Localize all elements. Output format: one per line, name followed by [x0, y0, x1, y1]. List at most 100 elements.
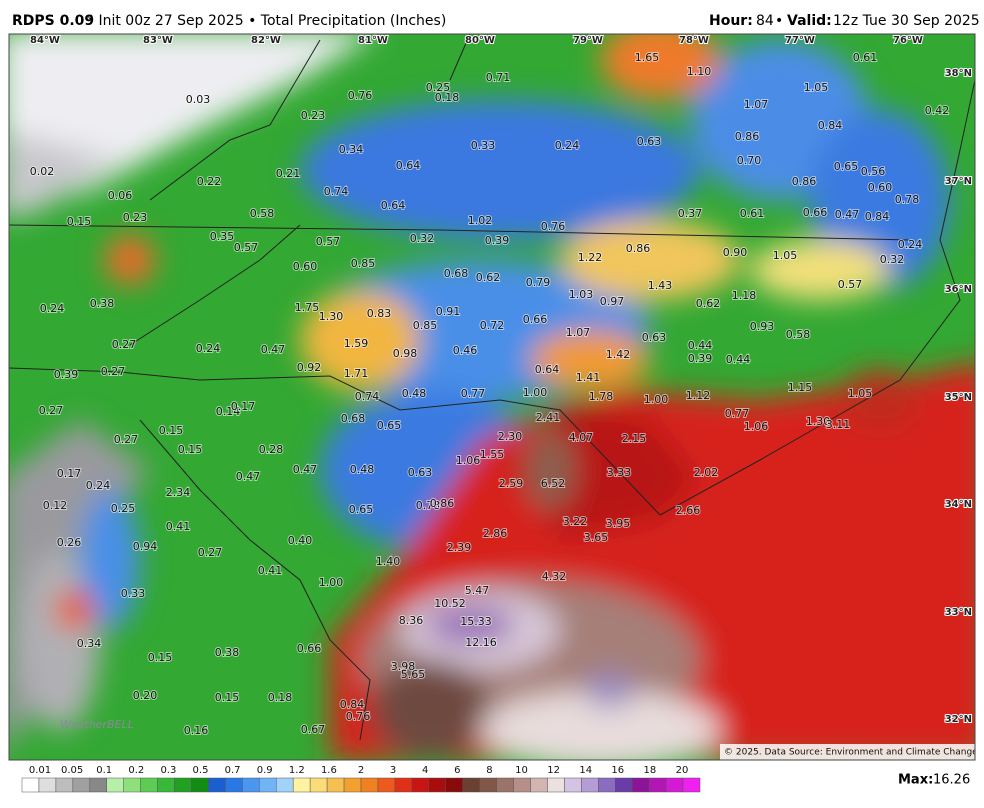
point-value: 0.62 [476, 271, 501, 284]
point-value: 0.24 [86, 479, 111, 492]
point-value: 0.48 [402, 387, 427, 400]
copyright-bg [720, 744, 975, 760]
point-value: 0.26 [57, 536, 82, 549]
point-value: 1.03 [569, 288, 594, 301]
hour-label: Hour: [709, 13, 753, 29]
point-value: 0.90 [723, 246, 748, 259]
point-value: 0.48 [350, 463, 375, 476]
point-value: 0.67 [301, 723, 326, 736]
point-value: 1.30 [319, 310, 344, 323]
lon-label: 78°W [679, 35, 709, 46]
point-value: 0.18 [268, 691, 293, 704]
point-value: 3.11 [826, 418, 851, 431]
point-value: 1.42 [606, 348, 631, 361]
colorbar-label: 0.3 [160, 765, 176, 776]
point-value: 4.07 [569, 431, 594, 444]
point-value: 0.27 [101, 365, 126, 378]
point-value: 0.14 [216, 405, 241, 418]
point-value: 0.64 [535, 363, 560, 376]
colorbar-label: 1.6 [321, 765, 337, 776]
point-value: 1.00 [644, 393, 669, 406]
point-value: 0.58 [786, 328, 811, 341]
point-value: 1.22 [578, 251, 603, 264]
point-value: 0.27 [39, 404, 64, 417]
lat-label: 36°N [945, 284, 972, 295]
point-value: 0.66 [297, 642, 322, 655]
point-value: 0.78 [416, 499, 441, 512]
point-value: 3.65 [584, 531, 609, 544]
lon-label: 79°W [573, 35, 603, 46]
point-value: 0.34 [339, 143, 364, 156]
point-value: 0.66 [803, 206, 828, 219]
colorbar-label: 2 [358, 765, 364, 776]
point-value: 1.07 [566, 326, 591, 339]
point-value: 1.05 [848, 387, 873, 400]
point-value: 0.47 [293, 463, 318, 476]
point-value: 3.22 [563, 515, 588, 528]
point-value: 0.60 [868, 181, 893, 194]
point-value: 2.59 [499, 477, 524, 490]
lon-label: 80°W [465, 35, 495, 46]
point-value: 0.85 [413, 319, 438, 332]
point-value: 1.12 [686, 389, 711, 402]
point-value: 0.70 [737, 154, 762, 167]
colorbar-swatch [496, 777, 514, 793]
colorbar-swatch [191, 777, 209, 793]
lat-label: 37°N [945, 176, 972, 187]
point-value: 0.33 [471, 139, 496, 152]
colorbar-swatch [259, 777, 277, 793]
point-value: 0.79 [526, 276, 551, 289]
point-value: 0.15 [159, 424, 184, 437]
point-value: 1.59 [344, 337, 369, 350]
colorbar-label: 1.2 [289, 765, 305, 776]
point-value: 0.16 [184, 724, 209, 737]
colorbar-label: 16 [611, 765, 624, 776]
point-value: 0.15 [148, 651, 173, 664]
point-value: 1.78 [589, 390, 614, 403]
point-value: 0.37 [678, 207, 703, 220]
point-value: 0.77 [461, 387, 486, 400]
lat-label: 34°N [945, 499, 972, 510]
point-value: 0.41 [166, 520, 191, 533]
point-value: 0.84 [865, 210, 890, 223]
point-value: 0.27 [114, 433, 139, 446]
point-value: 6.52 [541, 477, 566, 490]
point-value: 0.63 [408, 466, 433, 479]
point-value: 2.15 [622, 432, 647, 445]
lon-label: 81°W [358, 35, 388, 46]
colorbar-swatch [513, 777, 531, 793]
point-value: 0.72 [480, 319, 505, 332]
lat-label: 32°N [945, 714, 972, 725]
point-value: 2.02 [694, 466, 719, 479]
point-value: 5.65 [401, 668, 426, 681]
point-value: 2.86 [483, 527, 508, 540]
point-value: 0.24 [40, 302, 65, 315]
colorbar-label: 14 [579, 765, 592, 776]
point-value: 5.47 [465, 584, 490, 597]
lon-label: 82°W [251, 35, 281, 46]
point-value: 1.15 [788, 381, 813, 394]
colorbar-swatch [343, 777, 362, 793]
point-value: 0.97 [600, 295, 625, 308]
colorbar-label: 0.01 [29, 765, 51, 776]
point-value: 0.17 [231, 400, 256, 413]
colorbar-label: 10 [515, 765, 528, 776]
point-value: 0.15 [178, 443, 203, 456]
point-value: 0.60 [293, 260, 318, 273]
colorbar-label: 0.7 [225, 765, 241, 776]
point-value: 0.22 [197, 175, 222, 188]
point-value: 0.17 [57, 467, 82, 480]
colorbar-swatch [360, 777, 379, 793]
valid: 12z Tue 30 Sep 2025 [833, 13, 980, 29]
point-value: 3.98 [391, 660, 416, 673]
colorbar-swatch [157, 777, 175, 793]
point-value: 0.76 [348, 89, 373, 102]
point-value: 0.34 [77, 637, 102, 650]
point-value: 3.95 [606, 517, 631, 530]
point-value: 0.91 [436, 305, 461, 318]
point-value: 0.58 [250, 207, 275, 220]
colorbar-swatch [682, 777, 701, 793]
point-value: 0.86 [626, 242, 651, 255]
colorbar-swatch [72, 777, 91, 793]
